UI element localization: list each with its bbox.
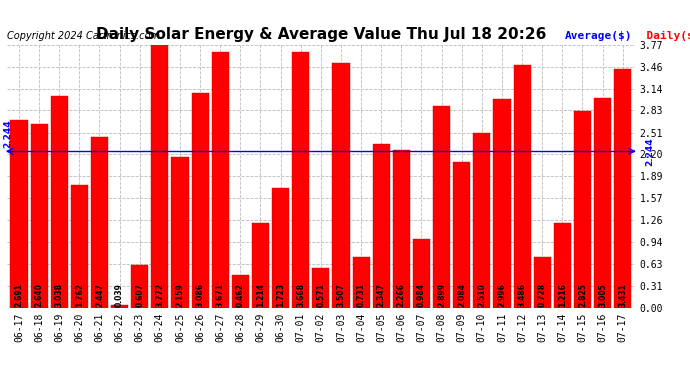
Bar — [614, 69, 631, 308]
Text: 3.671: 3.671 — [216, 283, 225, 307]
Bar — [373, 144, 390, 308]
Bar — [513, 65, 531, 308]
Bar — [50, 96, 68, 308]
Bar — [71, 185, 88, 308]
Bar — [131, 265, 148, 308]
Text: 2.510: 2.510 — [477, 283, 486, 307]
Text: 2.159: 2.159 — [175, 283, 184, 307]
Bar — [252, 223, 269, 308]
Bar — [353, 256, 370, 307]
Text: 3.431: 3.431 — [618, 283, 627, 307]
Text: 1.214: 1.214 — [256, 283, 265, 307]
Text: 2.266: 2.266 — [397, 283, 406, 307]
Title: Daily Solar Energy & Average Value Thu Jul 18 20:26: Daily Solar Energy & Average Value Thu J… — [96, 27, 546, 42]
Bar — [594, 98, 611, 308]
Bar — [91, 137, 108, 308]
Text: 3.668: 3.668 — [296, 283, 305, 307]
Bar — [554, 223, 571, 308]
Text: 2.691: 2.691 — [14, 283, 23, 307]
Text: 2.640: 2.640 — [34, 283, 43, 307]
Text: 1.216: 1.216 — [558, 283, 567, 307]
Bar — [292, 52, 309, 308]
Text: 1.723: 1.723 — [276, 283, 285, 307]
Bar — [453, 162, 471, 308]
Bar — [30, 124, 48, 308]
Bar — [413, 239, 430, 308]
Text: 3.038: 3.038 — [55, 283, 63, 307]
Text: Copyright 2024 Cartronics.com: Copyright 2024 Cartronics.com — [8, 31, 160, 41]
Text: 0.571: 0.571 — [316, 283, 326, 307]
Bar — [393, 150, 410, 308]
Bar — [433, 106, 450, 308]
Bar — [272, 188, 289, 308]
Text: 3.507: 3.507 — [337, 283, 346, 307]
Bar — [333, 63, 350, 308]
Text: 3.005: 3.005 — [598, 283, 607, 307]
Text: 0.462: 0.462 — [236, 283, 245, 307]
Bar — [10, 120, 28, 308]
Bar — [232, 275, 249, 308]
Text: 3.086: 3.086 — [195, 283, 205, 307]
Text: 2.244: 2.244 — [3, 119, 12, 148]
Text: Average($): Average($) — [565, 31, 633, 41]
Text: 0.039: 0.039 — [115, 283, 124, 307]
Text: 0.984: 0.984 — [417, 283, 426, 307]
Bar — [192, 93, 208, 308]
Text: 2.084: 2.084 — [457, 283, 466, 307]
Text: 1.762: 1.762 — [75, 283, 84, 307]
Bar — [171, 157, 188, 308]
Text: 2.447: 2.447 — [95, 283, 104, 307]
Text: 0.731: 0.731 — [357, 283, 366, 307]
Text: 2.244: 2.244 — [645, 137, 654, 166]
Bar — [111, 305, 128, 308]
Text: 2.899: 2.899 — [437, 283, 446, 307]
Text: 3.772: 3.772 — [155, 283, 164, 307]
Bar — [313, 268, 329, 308]
Text: 0.607: 0.607 — [135, 283, 144, 307]
Text: Daily($): Daily($) — [633, 31, 690, 41]
Bar — [473, 133, 491, 308]
Text: 0.728: 0.728 — [538, 283, 546, 307]
Text: 2.347: 2.347 — [377, 283, 386, 307]
Bar — [574, 111, 591, 308]
Text: 3.486: 3.486 — [518, 283, 526, 307]
Bar — [533, 257, 551, 307]
Text: 2.825: 2.825 — [578, 283, 587, 307]
Text: 2.996: 2.996 — [497, 283, 506, 307]
Bar — [151, 45, 168, 308]
Bar — [212, 52, 229, 308]
Bar — [493, 99, 511, 308]
